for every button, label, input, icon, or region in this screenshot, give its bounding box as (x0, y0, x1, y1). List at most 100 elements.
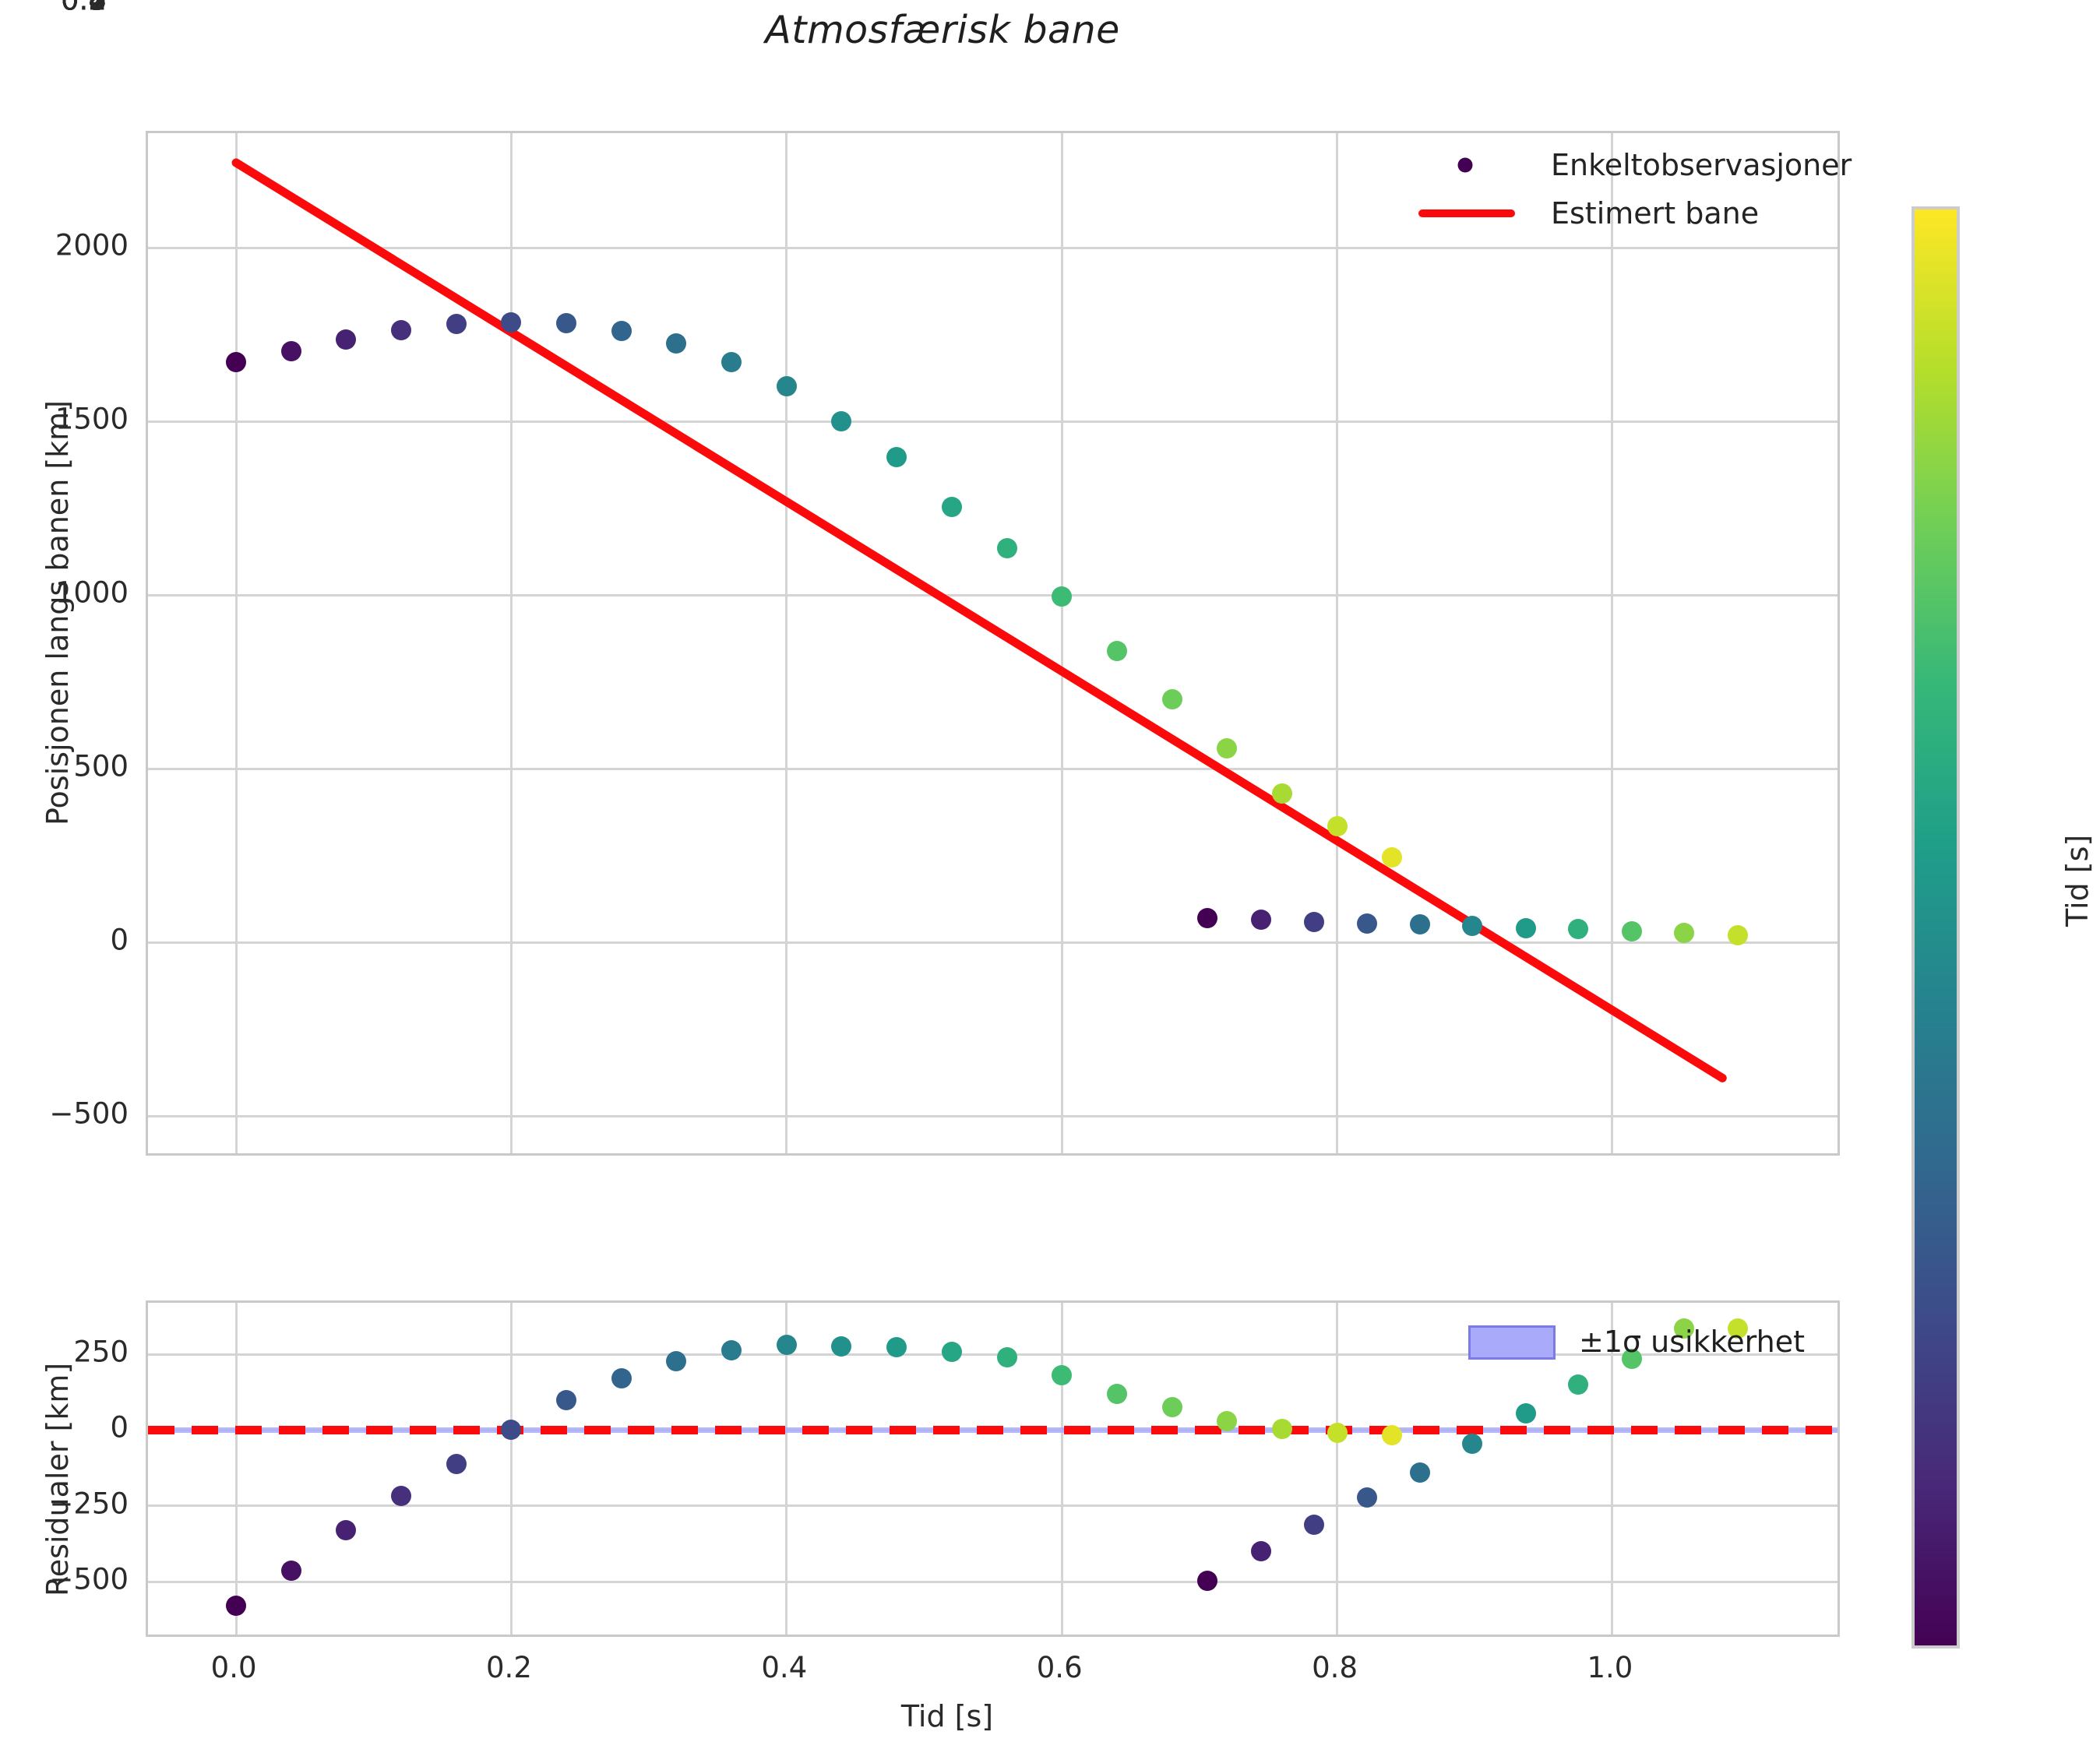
scatter-point (391, 320, 412, 341)
gridline-vertical (509, 1303, 513, 1635)
scatter-point (556, 313, 577, 334)
scatter-point (1409, 1462, 1430, 1483)
main-plot-content (148, 133, 1838, 1153)
scatter-point (336, 329, 357, 350)
y-tick-label: 2000 (55, 228, 129, 262)
y-tick-label: −500 (49, 1562, 129, 1596)
gridline-vertical (785, 1303, 788, 1635)
scatter-point (280, 1561, 301, 1582)
colorbar-tick-label: 0.6 (61, 0, 107, 17)
scatter-point (721, 351, 742, 372)
legend-label-fit: Estimert bane (1551, 196, 1760, 231)
colorbar (1911, 206, 1960, 1649)
scatter-point (1251, 1541, 1272, 1562)
gridline-vertical (509, 133, 513, 1153)
x-tick-label: 0.8 (1312, 1651, 1358, 1684)
scatter-point (1271, 783, 1292, 804)
y-tick-label: 500 (73, 749, 129, 783)
scatter-point (226, 351, 247, 372)
scatter-point (666, 333, 687, 354)
scatter-point (1197, 1571, 1218, 1592)
gridline-vertical (1611, 1303, 1614, 1635)
scatter-point (1161, 1397, 1182, 1418)
scatter-point (1461, 1433, 1482, 1454)
gridline-horizontal (148, 1353, 1838, 1356)
scatter-point (1567, 919, 1588, 940)
scatter-point (1052, 586, 1073, 607)
scatter-point (1357, 913, 1378, 934)
y-tick-label: 1500 (55, 402, 129, 436)
gridline-vertical (234, 1303, 238, 1635)
scatter-point (1197, 908, 1218, 929)
legend-entry-fit: Estimert bane (1398, 190, 1836, 237)
scatter-point (556, 1389, 577, 1410)
scatter-marker-icon (1457, 157, 1473, 173)
x-tick-label: 0.4 (761, 1651, 808, 1684)
y-tick-label: 1000 (55, 575, 129, 610)
gridline-vertical (785, 133, 788, 1153)
scatter-point (611, 1367, 632, 1388)
residual-y-axis-label: Residualer [km] (41, 1362, 75, 1596)
scatter-point (996, 1347, 1017, 1368)
scatter-point (996, 538, 1017, 559)
colorbar-tick-label: 0.3 (61, 0, 107, 17)
scatter-point (1327, 1422, 1348, 1443)
legend-label-observations: Enkeltobservasjoner (1551, 148, 1852, 182)
scatter-point (1515, 1403, 1536, 1424)
scatter-point (1673, 922, 1694, 943)
main-legend: Enkeltobservasjoner Estimert bane (1398, 142, 1852, 241)
scatter-point (1567, 1374, 1588, 1395)
scatter-point (1673, 1318, 1694, 1339)
scatter-point (776, 376, 797, 397)
scatter-point (776, 1335, 797, 1356)
scatter-point (1382, 1424, 1403, 1445)
scatter-point (1409, 914, 1430, 935)
gridline-vertical (234, 133, 238, 1153)
colorbar-label: Tid [s] (2060, 834, 2095, 927)
x-tick-label: 0.2 (486, 1651, 532, 1684)
residual-plot-content (148, 1303, 1838, 1635)
scatter-point (1303, 911, 1324, 932)
scatter-point (501, 1420, 522, 1441)
scatter-point (1727, 1318, 1748, 1339)
colorbar-frame (1911, 206, 1960, 1649)
colorbar-tick-label: 0.2 (61, 0, 107, 17)
scatter-point (501, 311, 522, 333)
colorbar-tick-label: 0.5 (61, 0, 107, 17)
scatter-point (1621, 1349, 1642, 1369)
legend-entry-observations: Enkeltobservasjoner (1398, 142, 1852, 188)
scatter-point (886, 1337, 907, 1358)
scatter-point (1106, 640, 1127, 661)
legend-label-sigma: ±1σ usikkerhet (1579, 1325, 1805, 1359)
scatter-point (886, 447, 907, 468)
sigma-band-swatch-icon (1468, 1325, 1556, 1360)
line-swatch-icon (1418, 209, 1515, 217)
scatter-point (1382, 847, 1403, 868)
scatter-point (721, 1340, 742, 1361)
scatter-point (1052, 1364, 1073, 1385)
residual-plot-axes (146, 1300, 1840, 1637)
y-tick-label: 250 (73, 1335, 129, 1369)
x-tick-label: 0.6 (1036, 1651, 1083, 1684)
scatter-point (1515, 917, 1536, 938)
gridline-horizontal (148, 420, 1838, 423)
colorbar-gradient (1915, 209, 1957, 1645)
colorbar-tick-label: 0.4 (61, 0, 107, 17)
scatter-point (611, 321, 632, 342)
gridline-horizontal (148, 246, 1838, 249)
gridline-horizontal (148, 941, 1838, 944)
colorbar-tick-label: 0.1 (61, 0, 107, 17)
y-tick-label: −500 (49, 1096, 129, 1131)
gridline-horizontal (148, 1580, 1838, 1583)
scatter-point (831, 411, 852, 432)
scatter-point (1303, 1514, 1324, 1535)
estimated-trajectory-line (231, 158, 1727, 1082)
scatter-point (280, 341, 301, 362)
main-plot-axes (146, 131, 1840, 1156)
scatter-point (1327, 815, 1348, 836)
gridline-horizontal (148, 593, 1838, 596)
colorbar-tick-label: 0.8 (61, 0, 107, 17)
y-tick-label: 0 (110, 923, 129, 957)
main-y-axis-label: Posisjonen langs banen [km] (41, 399, 75, 825)
